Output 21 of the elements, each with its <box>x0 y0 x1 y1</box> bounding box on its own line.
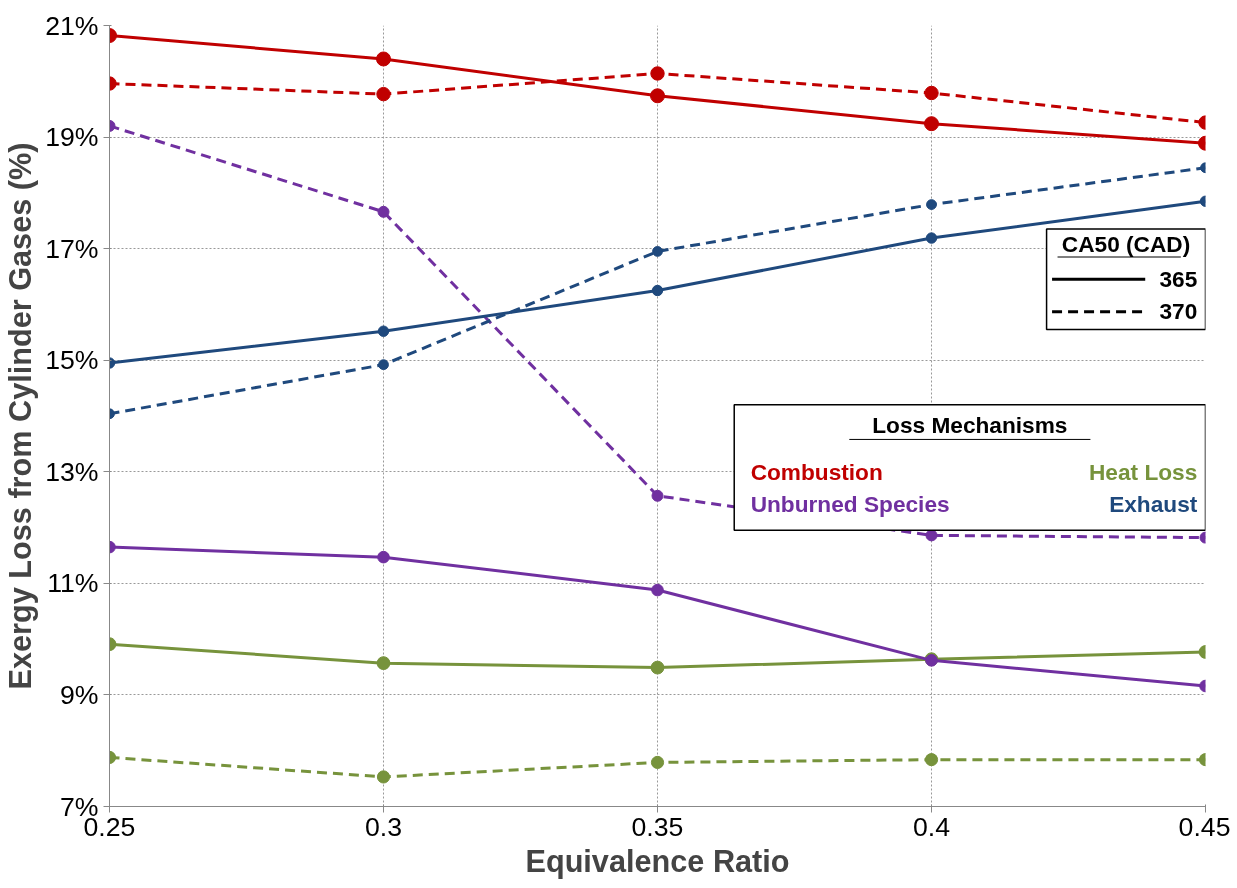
y-tick-label: 11% <box>47 568 99 599</box>
text: Combustion <box>750 458 883 485</box>
y-tick-label: 19% <box>45 122 99 153</box>
annotation: 370 <box>1159 298 1198 325</box>
y-tick-label: 21% <box>45 10 99 41</box>
annotation: 365 <box>1159 265 1198 292</box>
x-tick-label: 0.45 <box>1178 811 1231 842</box>
y-tick-label: 9% <box>59 679 99 710</box>
text: Heat Loss <box>1089 458 1198 485</box>
y-axis-title: Exergy Loss from Cylinder Gases (%) <box>3 142 39 690</box>
x-tick-label: 0.4 <box>912 811 951 842</box>
text: Unburned Species <box>750 491 950 518</box>
x-tick-label: 0.3 <box>364 811 403 842</box>
legend-title: Loss Mechanisms <box>872 412 1068 439</box>
text: Exhaust <box>1109 491 1198 518</box>
y-tick-label: 17% <box>45 233 99 264</box>
annotation: CA50 (CAD) <box>1061 231 1191 258</box>
x-axis-title: Equivalence Ratio <box>525 843 790 879</box>
y-tick-label: 15% <box>45 345 99 376</box>
x-tick-label: 0.35 <box>631 811 684 842</box>
y-tick-label: 13% <box>45 456 99 487</box>
